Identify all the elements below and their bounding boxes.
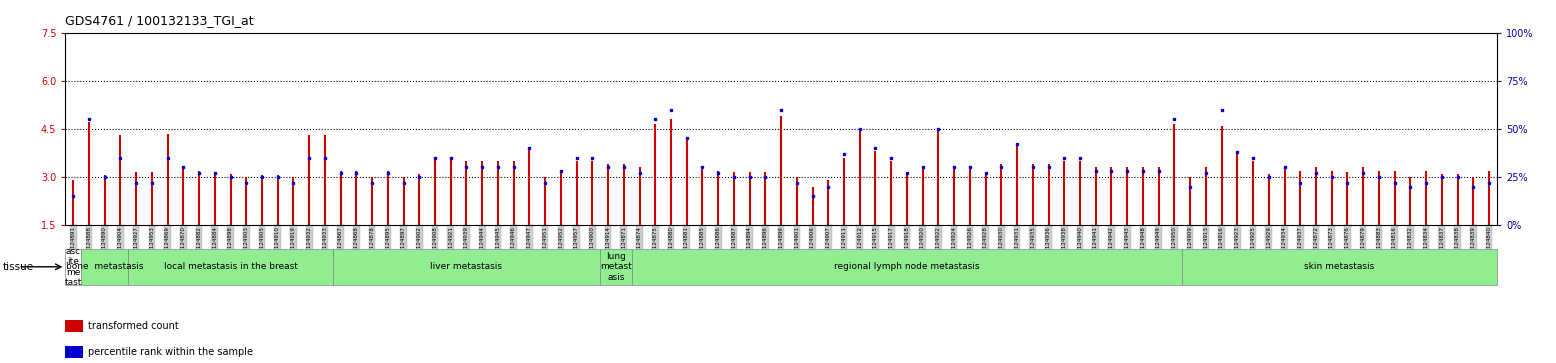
Bar: [65, 346, 82, 358]
Text: lung
metast
asis: lung metast asis: [601, 252, 632, 282]
Text: bone  metastasis: bone metastasis: [65, 262, 143, 271]
Bar: [128, 249, 333, 285]
Bar: [65, 320, 82, 332]
Bar: [601, 249, 632, 285]
Bar: [65, 249, 81, 285]
Text: GDS4761 / 100132133_TGI_at: GDS4761 / 100132133_TGI_at: [65, 15, 254, 28]
Bar: [1183, 249, 1497, 285]
Text: percentile rank within the sample: percentile rank within the sample: [89, 347, 254, 357]
Bar: [81, 249, 128, 285]
Text: tissue: tissue: [3, 262, 34, 272]
Bar: [632, 249, 1183, 285]
Bar: [333, 249, 601, 285]
Text: transformed count: transformed count: [89, 321, 179, 331]
Text: local metastasis in the breast: local metastasis in the breast: [163, 262, 297, 271]
Text: regional lymph node metastasis: regional lymph node metastasis: [834, 262, 980, 271]
Text: asc
ite
me
tast: asc ite me tast: [64, 247, 82, 287]
Text: skin metastasis: skin metastasis: [1304, 262, 1374, 271]
Text: liver metastasis: liver metastasis: [431, 262, 503, 271]
